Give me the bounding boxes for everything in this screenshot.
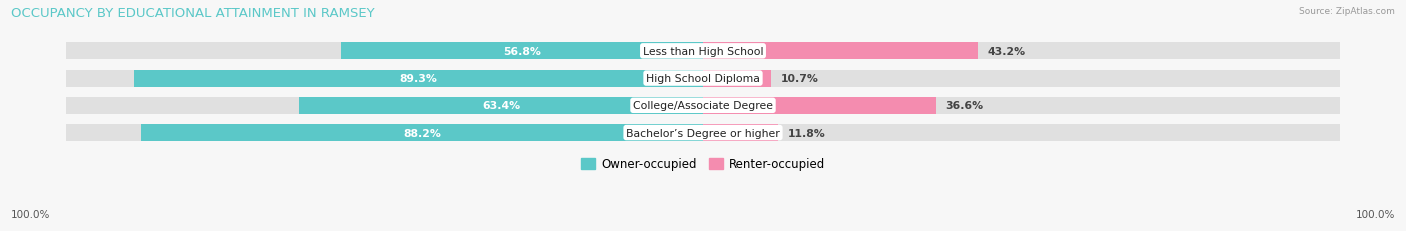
Bar [342,43,703,60]
Text: OCCUPANCY BY EDUCATIONAL ATTAINMENT IN RAMSEY: OCCUPANCY BY EDUCATIONAL ATTAINMENT IN R… [11,7,375,20]
Bar [299,97,703,114]
Text: Less than High School: Less than High School [643,47,763,57]
Text: 100.0%: 100.0% [11,210,51,219]
Text: 36.6%: 36.6% [946,101,984,111]
Bar [66,70,703,87]
Bar [703,70,770,87]
Bar [66,43,703,60]
Text: 11.8%: 11.8% [787,128,825,138]
Text: 89.3%: 89.3% [399,74,437,84]
Text: 43.2%: 43.2% [988,47,1026,57]
Bar [66,125,703,141]
Text: 56.8%: 56.8% [503,47,541,57]
Text: 88.2%: 88.2% [404,128,441,138]
Legend: Owner-occupied, Renter-occupied: Owner-occupied, Renter-occupied [576,153,830,175]
Bar [703,43,979,60]
Bar [703,125,1340,141]
Bar [703,125,778,141]
Bar [703,97,1340,114]
Text: 100.0%: 100.0% [1355,210,1395,219]
Bar [134,70,703,87]
Bar [703,97,936,114]
Bar [66,97,703,114]
Bar [141,125,703,141]
Text: 63.4%: 63.4% [482,101,520,111]
Text: Bachelor’s Degree or higher: Bachelor’s Degree or higher [626,128,780,138]
Bar [703,43,1340,60]
Text: High School Diploma: High School Diploma [647,74,759,84]
Text: College/Associate Degree: College/Associate Degree [633,101,773,111]
Bar [703,70,1340,87]
Text: 10.7%: 10.7% [780,74,818,84]
Text: Source: ZipAtlas.com: Source: ZipAtlas.com [1299,7,1395,16]
